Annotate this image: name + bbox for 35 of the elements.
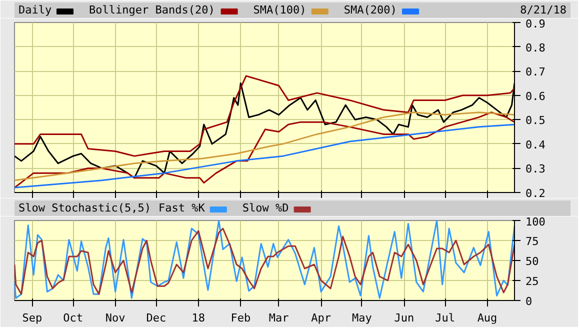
y-tick-label: 0.2 (526, 187, 546, 200)
x-tick-label: Jul (435, 312, 455, 324)
x-tick-label: May (352, 312, 372, 324)
text: 8/21/18 (520, 4, 566, 16)
line-series (14, 75, 514, 157)
x-tick-label: Oct (63, 312, 84, 324)
x-tick-label: Nov (105, 312, 126, 324)
x-tick-label: Mar (268, 312, 290, 324)
x-tick-label: 18 (192, 312, 206, 324)
x-tick-label: Sep (22, 312, 42, 324)
x-tick-label: Feb (230, 312, 251, 324)
x-tick-label: Jun (394, 312, 414, 324)
y-tick-label: 50 (526, 255, 539, 268)
y-tick-label: 0.8 (526, 41, 546, 54)
x-tick-label: Apr (311, 312, 332, 324)
chart-title: Slow Stochastic(5,5) (18, 202, 151, 214)
line-series (14, 124, 514, 188)
x-tick-label: Dec (146, 312, 166, 324)
y-tick-label: 0.9 (526, 18, 546, 30)
y-tick-label: 0.6 (526, 90, 546, 103)
y-tick-label: 100 (526, 216, 546, 228)
legend-label: Slow %D (242, 202, 289, 214)
x-tick-label: Aug (477, 312, 498, 324)
y-tick-label: 0.4 (526, 138, 546, 152)
y-tick-label: 75 (526, 235, 539, 248)
y-tick-label: 0.3 (526, 162, 546, 176)
legend-label: SMA(100) (253, 4, 306, 16)
y-tick-label: 0.7 (526, 66, 546, 79)
y-tick-label: 25 (526, 275, 539, 288)
y-tick-label: 0 (526, 295, 532, 308)
y-tick-label: 0.5 (526, 114, 546, 128)
legend-label: Bollinger Bands(20) (89, 4, 215, 16)
legend-label: Daily (18, 4, 52, 16)
legend-label: SMA(200) (344, 4, 397, 16)
legend-label: Fast %K (158, 202, 206, 214)
